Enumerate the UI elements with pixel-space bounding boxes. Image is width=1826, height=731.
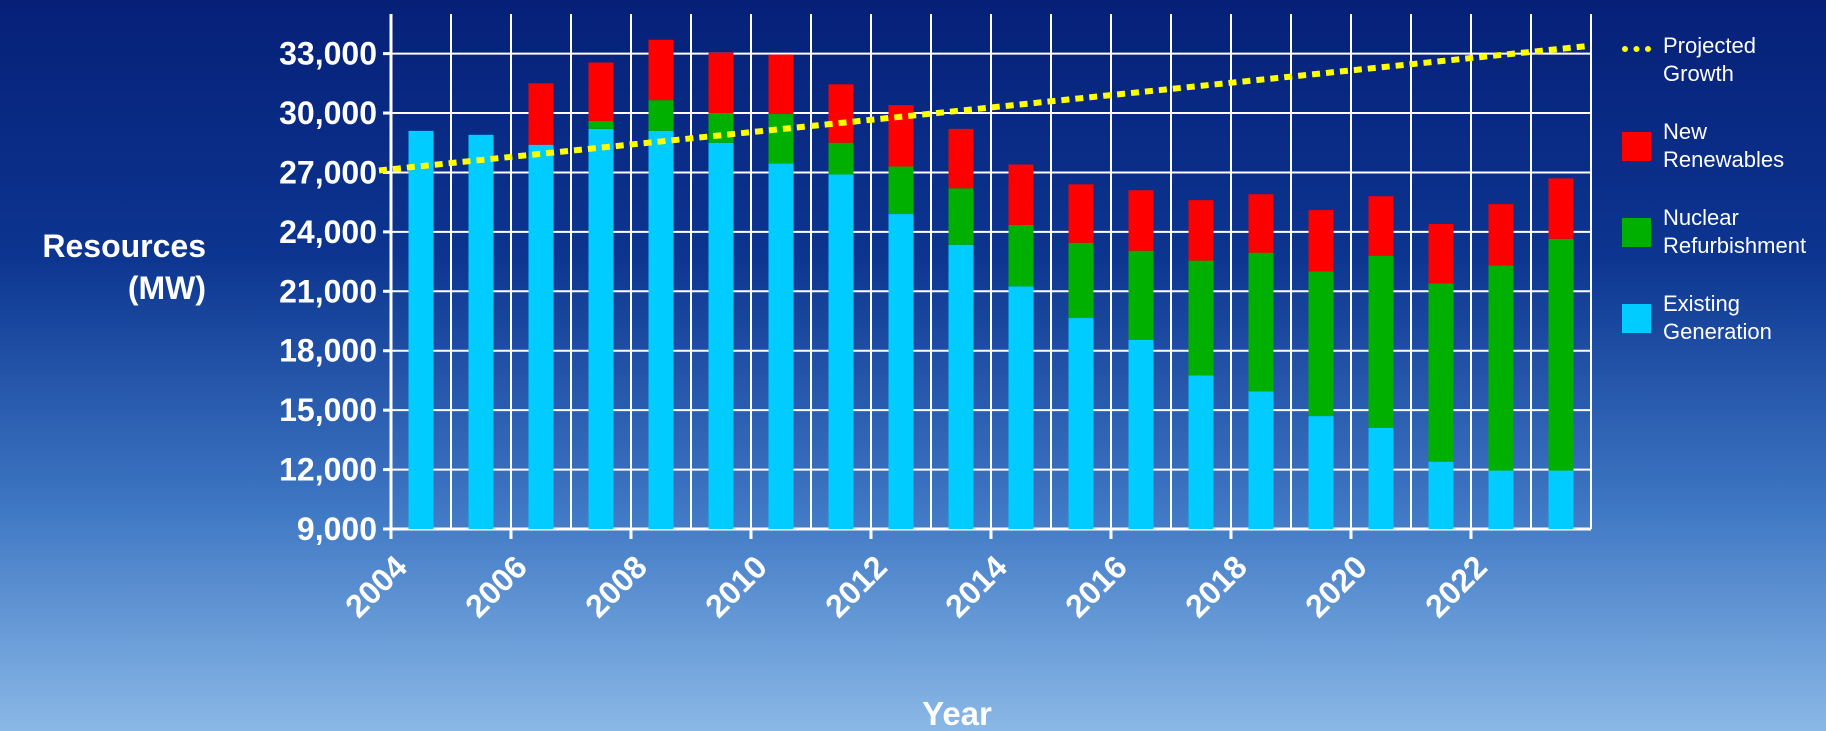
y-tick-label: 30,000 (279, 95, 377, 131)
bar-segment (1188, 375, 1214, 529)
legend-item: Nuclear Refurbishment (1610, 204, 1826, 264)
bar-segment (1308, 271, 1334, 417)
bar-segment (1248, 391, 1274, 529)
bar-segment (1548, 470, 1574, 529)
bar-segment (828, 174, 854, 529)
bar-segment (1068, 318, 1094, 529)
bar-segment (1308, 416, 1334, 529)
bar-segment (888, 166, 914, 215)
bar-segment (1008, 224, 1034, 287)
legend-label: Existing Generation (1663, 291, 1772, 344)
bar-segment (468, 134, 494, 530)
y-tick-label: 21,000 (279, 273, 377, 309)
bar-segment (1128, 190, 1154, 251)
bar-segment (648, 100, 674, 131)
legend-item: Projected Growth (1610, 32, 1826, 92)
legend-label: Projected Growth (1663, 33, 1756, 86)
bar-segment (768, 54, 794, 115)
y-tick-label: 18,000 (279, 333, 377, 369)
y-tick-label: 15,000 (279, 392, 377, 428)
bar-segment (768, 163, 794, 529)
bar-segment (1008, 164, 1034, 225)
bar-segment (528, 144, 554, 529)
bar-segment (1128, 250, 1154, 340)
bar-segment (588, 62, 614, 121)
bar-segment (708, 52, 734, 114)
legend-swatch (1622, 304, 1651, 333)
bar-segment (1428, 461, 1454, 529)
legend-label: Nuclear Refurbishment (1663, 205, 1807, 258)
legend-item: Existing Generation (1610, 290, 1826, 350)
bar-segment (1248, 194, 1274, 253)
bar-segment (948, 128, 974, 189)
bar-segment (1548, 178, 1574, 239)
x-tick-label: 2014 (938, 548, 1014, 624)
y-tick-label: 9,000 (297, 511, 377, 547)
bar-segment (1368, 427, 1394, 529)
y-tick-label: 33,000 (279, 36, 377, 72)
bar-segment (588, 128, 614, 529)
legend-label: New Renewables (1663, 119, 1785, 172)
bar-segment (648, 39, 674, 101)
bar-segment (408, 130, 434, 529)
projected-line (378, 42, 1592, 174)
bar-segment (1068, 242, 1094, 319)
bar-segment (1428, 283, 1454, 462)
y-axis-label: Resources (MW) (42, 228, 206, 306)
bar-segment (1068, 184, 1094, 243)
bar-segment (1128, 339, 1154, 529)
legend-swatch (1622, 218, 1651, 247)
bar-segment (1488, 265, 1514, 471)
bar-segment (768, 114, 794, 164)
bar-segment (828, 142, 854, 175)
x-tick-label: 2012 (818, 548, 894, 624)
x-tick-label: 2022 (1418, 548, 1494, 624)
bar-segment (1488, 470, 1514, 529)
x-tick-label: 2018 (1178, 548, 1254, 624)
x-axis-label: Year (922, 695, 992, 731)
x-tick-label: 2016 (1058, 548, 1134, 624)
legend-swatch (1622, 132, 1651, 161)
bar-segment (1428, 223, 1454, 284)
bar-segment (648, 130, 674, 529)
x-tick-label: 2010 (698, 548, 774, 624)
bar-segment (1188, 260, 1214, 376)
bar-segment (1308, 210, 1334, 272)
bar-segment (1248, 252, 1274, 392)
y-tick-label: 24,000 (279, 214, 377, 250)
bar-segment (1548, 238, 1574, 471)
x-tick-label: 2004 (338, 548, 414, 624)
x-tick-label: 2020 (1298, 548, 1374, 624)
legend-item: New Renewables (1610, 118, 1826, 178)
bar-segment (828, 84, 854, 143)
bar-segment (1368, 196, 1394, 256)
y-tick-label: 12,000 (279, 452, 377, 488)
bar-segment (888, 214, 914, 530)
bar-segment (1188, 200, 1214, 261)
x-tick-label: 2006 (458, 548, 534, 624)
legend-swatch (1622, 46, 1651, 52)
bar-segment (708, 142, 734, 529)
bar-segment (528, 83, 554, 145)
x-tick-label: 2008 (578, 548, 654, 624)
bar-segment (588, 120, 614, 129)
bar-segment (948, 188, 974, 245)
bar-segment (948, 244, 974, 529)
bar-segment (708, 113, 734, 143)
bar-segment (1368, 255, 1394, 428)
y-tick-label: 27,000 (279, 154, 377, 190)
bar-segment (1488, 204, 1514, 266)
bar-segment (1008, 286, 1034, 529)
